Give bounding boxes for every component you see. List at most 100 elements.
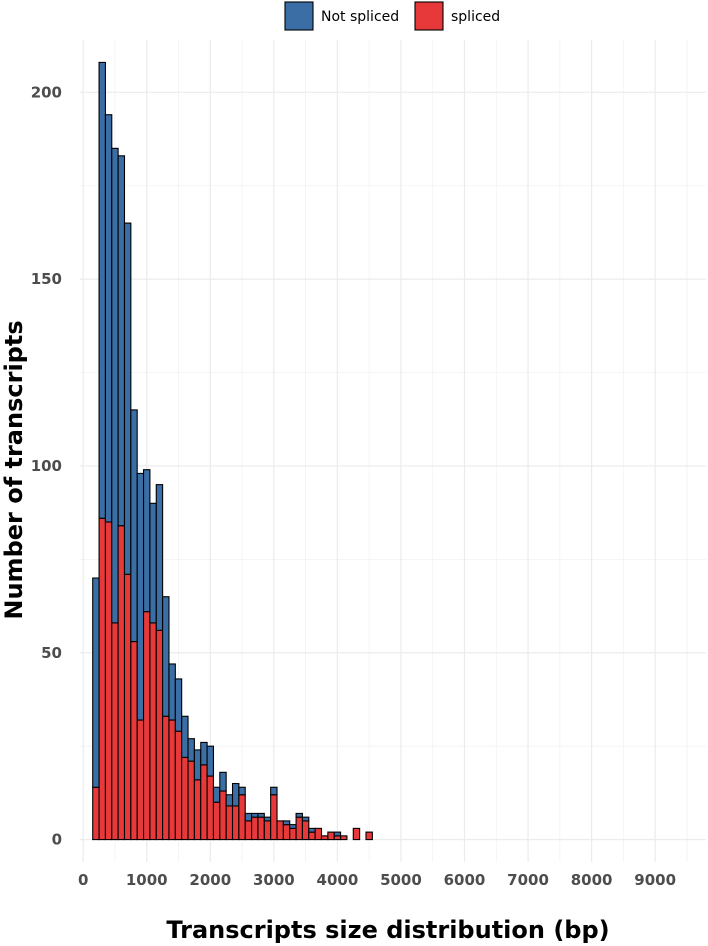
bar-spliced	[320, 835, 329, 841]
bar-spliced	[333, 835, 342, 841]
bar-spliced	[301, 820, 310, 841]
bar-spliced	[365, 831, 373, 841]
x-tick-label: 6000	[444, 871, 486, 889]
bar-not-spliced	[301, 816, 310, 822]
bar-not-spliced	[238, 786, 246, 796]
x-tick-label: 3000	[253, 871, 295, 889]
bars	[92, 61, 373, 841]
bar-not-spliced	[282, 820, 291, 826]
x-tick-label: 0	[78, 871, 88, 889]
bar-spliced	[187, 760, 195, 841]
x-tick-label: 7000	[507, 871, 549, 889]
bar-spliced	[149, 622, 157, 841]
x-axis-title: Transcripts size distribution (bp)	[166, 916, 609, 944]
bar-spliced	[168, 719, 176, 841]
bar-spliced	[308, 831, 316, 841]
bar-not-spliced	[206, 745, 215, 777]
bar-spliced	[263, 820, 272, 841]
bar-spliced	[238, 794, 246, 841]
bar-spliced	[352, 827, 361, 841]
bar-spliced	[193, 779, 202, 841]
bar-not-spliced	[98, 61, 106, 519]
bar-spliced	[181, 756, 189, 841]
bar-spliced	[327, 831, 335, 841]
bar-spliced	[219, 790, 227, 841]
y-tick-label: 0	[52, 831, 62, 849]
bar-not-spliced	[270, 786, 278, 796]
y-axis-ticks: 0 50 100 150 200	[31, 83, 62, 848]
bar-not-spliced	[149, 502, 157, 624]
bar-spliced	[104, 521, 113, 841]
bar-not-spliced	[111, 147, 119, 624]
bar-not-spliced	[123, 222, 132, 575]
bar-spliced	[257, 816, 265, 841]
grid	[80, 40, 706, 862]
bar-spliced	[340, 835, 348, 841]
bar-not-spliced	[308, 827, 316, 833]
y-tick-label: 50	[41, 644, 62, 662]
bar-spliced	[200, 764, 208, 841]
bar-not-spliced	[155, 484, 164, 631]
bar-not-spliced	[187, 738, 195, 762]
bar-not-spliced	[333, 831, 342, 837]
bar-spliced	[117, 525, 126, 841]
bar-spliced	[206, 775, 215, 841]
x-tick-label: 8000	[571, 871, 613, 889]
bar-not-spliced	[219, 771, 227, 792]
bar-spliced	[123, 573, 132, 841]
bar-not-spliced	[136, 472, 145, 721]
bar-not-spliced	[225, 794, 234, 807]
bar-spliced	[276, 820, 284, 841]
y-tick-label: 150	[31, 270, 62, 288]
legend-label-spliced: spliced	[451, 9, 500, 25]
y-tick-label: 200	[31, 83, 62, 101]
bar-not-spliced	[231, 782, 240, 807]
bar-spliced	[98, 517, 106, 841]
bar-spliced	[289, 827, 297, 841]
bar-not-spliced	[257, 812, 265, 818]
bar-not-spliced	[212, 786, 221, 803]
x-tick-label: 5000	[380, 871, 422, 889]
x-axis-ticks: 0 1000 2000 3000 4000 5000 6000 7000 8000 9000	[78, 871, 676, 889]
bar-spliced	[270, 794, 278, 841]
bar-not-spliced	[289, 824, 297, 829]
bar-spliced	[111, 622, 119, 841]
bar-not-spliced	[104, 114, 113, 523]
x-tick-label: 9000	[634, 871, 676, 889]
bar-not-spliced	[143, 469, 151, 613]
legend-swatch-spliced	[414, 1, 444, 31]
x-tick-label: 2000	[189, 871, 231, 889]
bar-spliced	[251, 816, 259, 841]
bar-spliced	[295, 816, 303, 841]
bar-not-spliced	[244, 812, 253, 822]
bar-not-spliced	[200, 741, 208, 766]
bar-not-spliced	[117, 155, 126, 527]
bar-not-spliced	[263, 816, 272, 822]
bar-not-spliced	[92, 577, 100, 788]
legend-label-not-spliced: Not spliced	[321, 9, 399, 25]
bar-spliced	[244, 820, 253, 841]
bar-spliced	[155, 629, 164, 841]
x-tick-label: 4000	[317, 871, 359, 889]
bar-not-spliced	[251, 812, 259, 818]
bar-not-spliced	[295, 812, 303, 818]
legend: Not spliced spliced	[284, 1, 500, 31]
bar-spliced	[225, 805, 234, 841]
legend-swatch-not-spliced	[284, 1, 314, 31]
bar-not-spliced	[130, 409, 138, 643]
bar-spliced	[314, 827, 323, 841]
bar-spliced	[212, 801, 221, 841]
bar-not-spliced	[168, 663, 176, 721]
bar-not-spliced	[193, 749, 202, 781]
bar-spliced	[231, 805, 240, 841]
bar-spliced	[282, 824, 291, 841]
y-tick-label: 100	[31, 457, 62, 475]
bar-spliced	[174, 730, 183, 841]
bar-not-spliced	[174, 678, 183, 732]
bar-spliced	[92, 786, 100, 841]
x-tick-label: 1000	[126, 871, 168, 889]
y-axis-title: Number of transcripts	[0, 320, 28, 619]
bar-spliced	[162, 715, 170, 841]
bar-spliced	[143, 611, 151, 841]
